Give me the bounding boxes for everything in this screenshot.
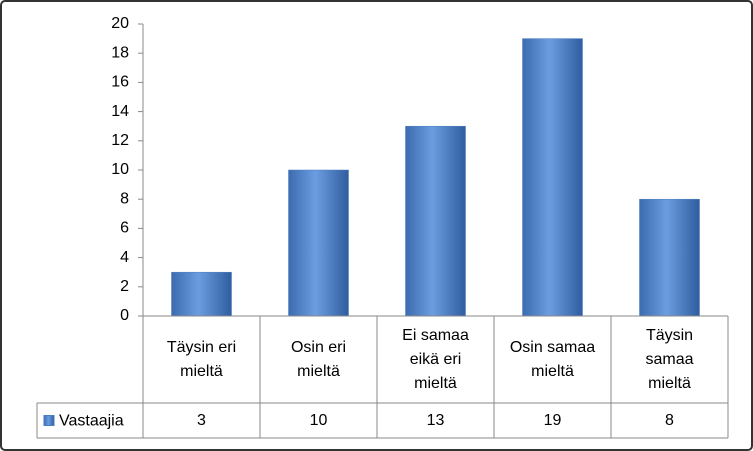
bar (639, 198, 700, 317)
x-tick-label: Osin samaa mieltä (509, 338, 596, 380)
x-tick-label: Täysin eri mieltä (166, 338, 237, 380)
y-tick-label: 18 (111, 44, 129, 61)
y-tick-label: 14 (111, 103, 129, 120)
bar (171, 271, 232, 317)
x-tick-label: Ei samaa eikä eri mieltä (402, 326, 469, 392)
x-tick-label: Täysin samaa mieltä (645, 326, 694, 392)
bar (288, 169, 349, 317)
table-value: 13 (426, 411, 445, 429)
x-tick-label: Osin eri mieltä (290, 338, 347, 380)
y-tick-label: 0 (120, 307, 129, 324)
table-value: 8 (665, 411, 674, 429)
y-tick-label: 20 (111, 15, 129, 32)
legend-label: Vastaajia (59, 413, 124, 430)
table-value: 3 (197, 411, 206, 429)
bar (405, 125, 466, 317)
bar (522, 38, 583, 317)
y-tick-label: 8 (120, 190, 129, 207)
y-tick-label: 12 (111, 132, 129, 149)
y-tick-label: 4 (120, 249, 129, 266)
legend-key (43, 415, 55, 426)
table-value: 10 (309, 411, 328, 429)
y-tick-label: 6 (120, 220, 129, 237)
y-tick-label: 2 (120, 278, 129, 295)
table-value: 19 (543, 411, 562, 429)
y-tick-label: 16 (111, 74, 129, 91)
y-tick-label: 10 (111, 161, 129, 178)
